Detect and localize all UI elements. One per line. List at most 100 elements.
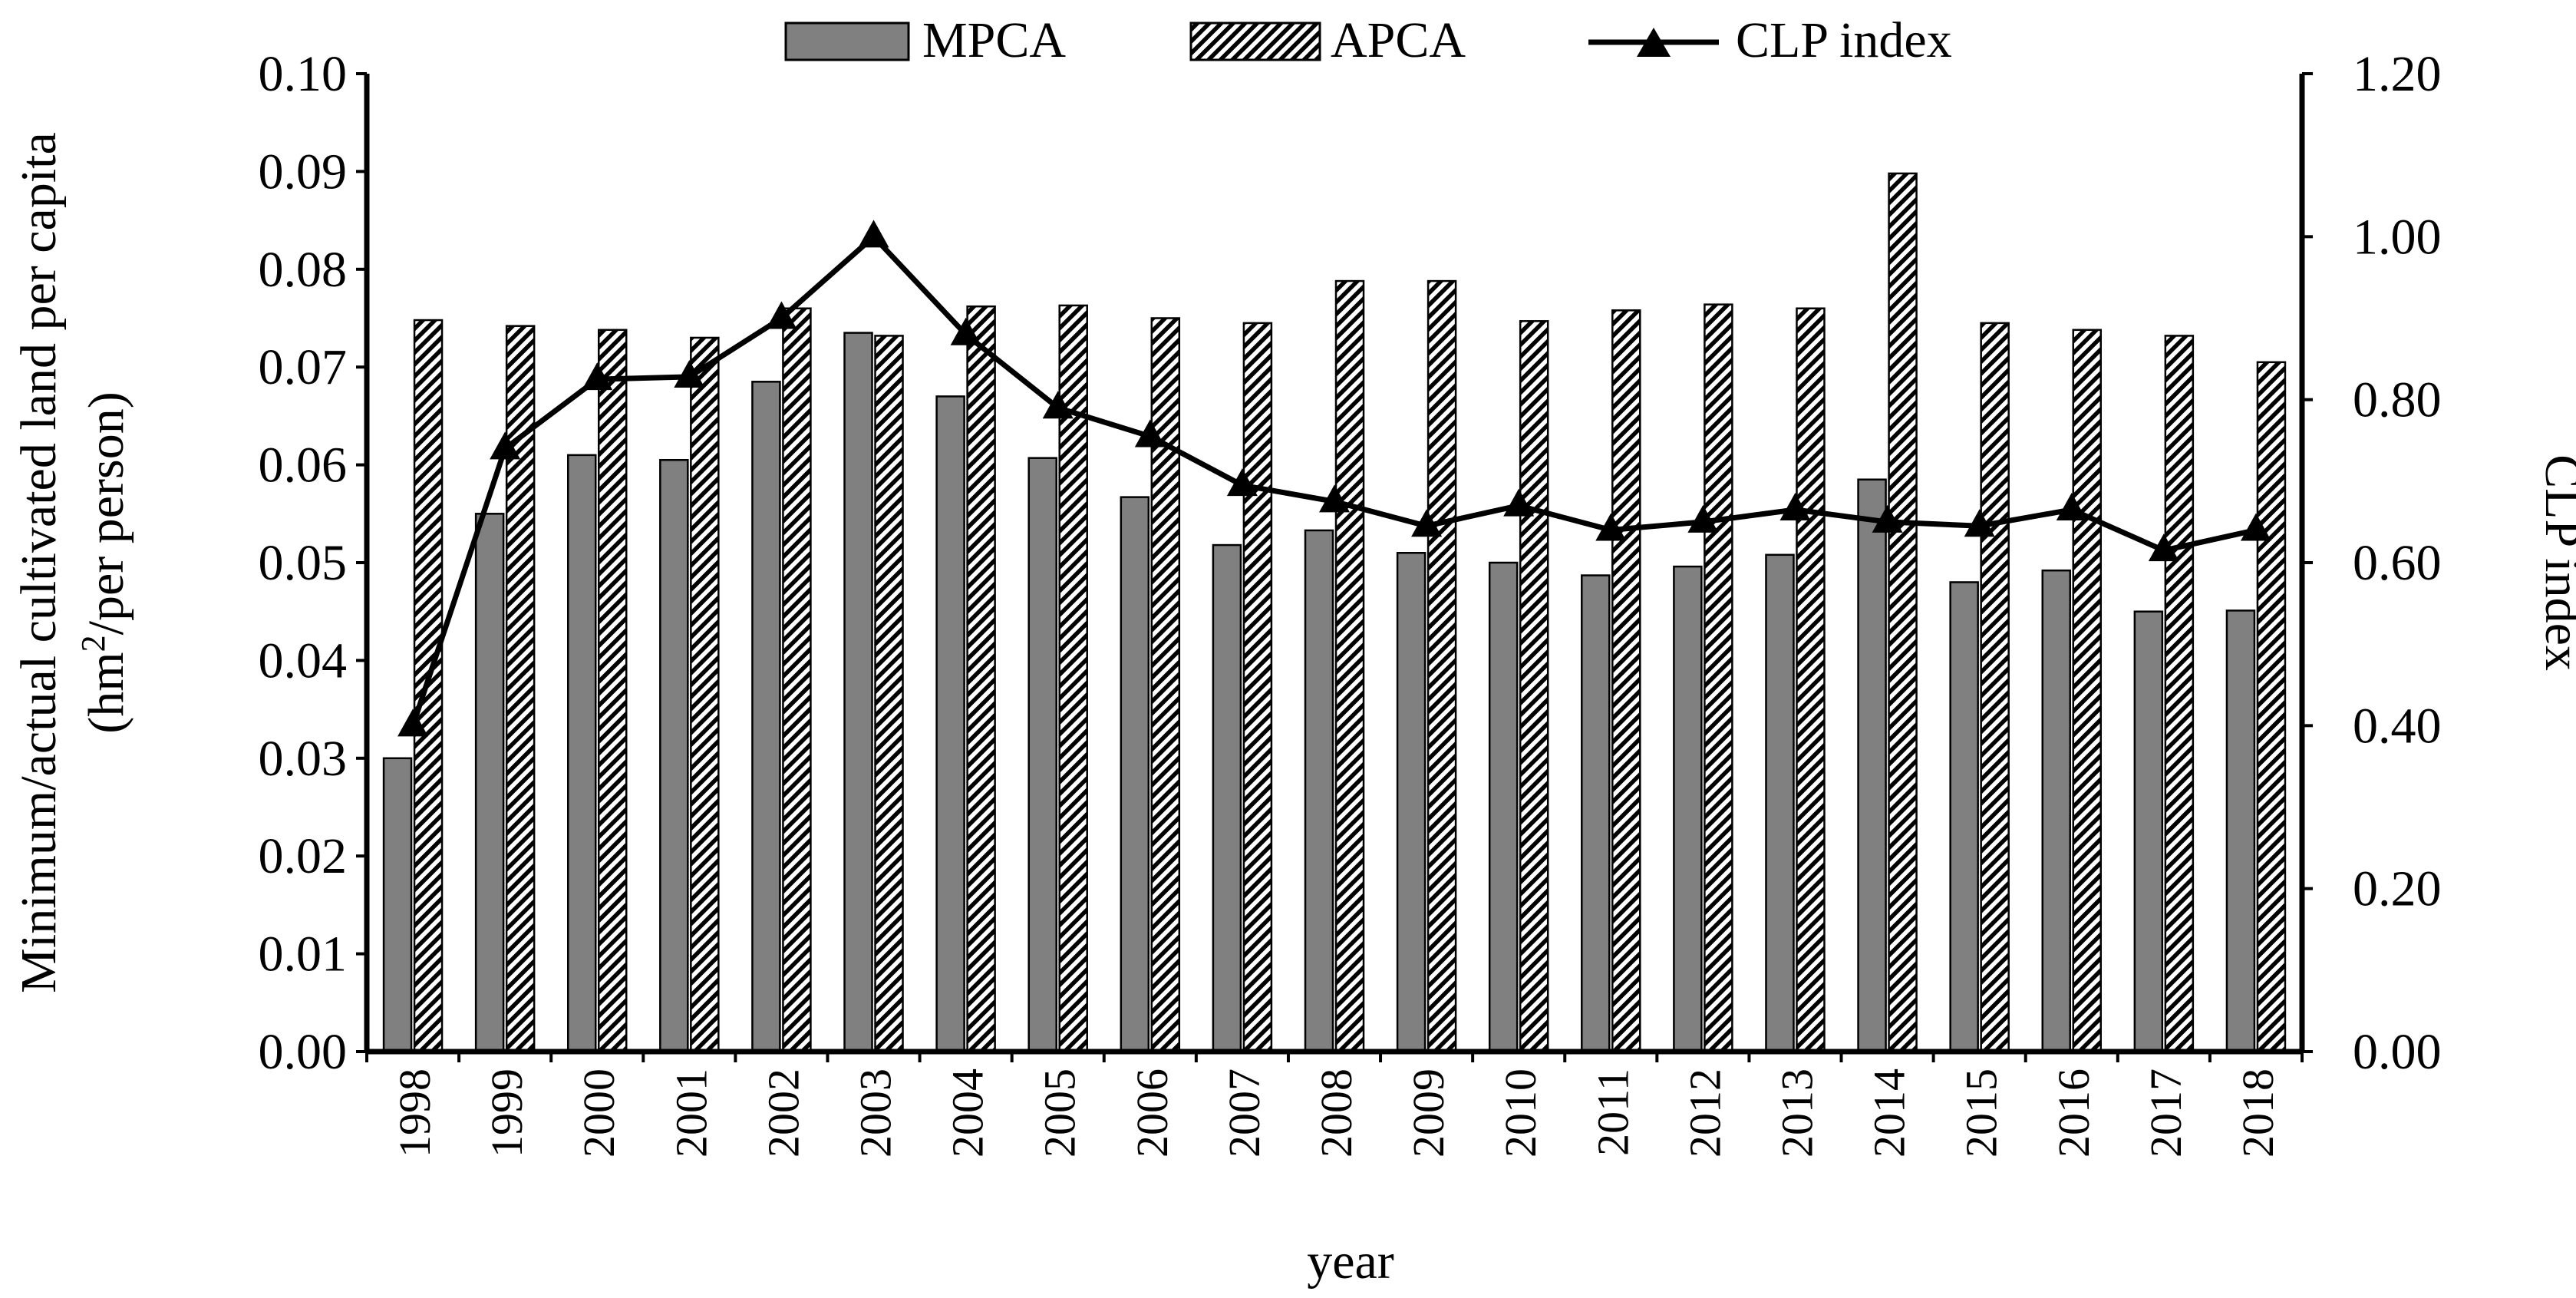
x-tick-label-2014: 2014 [1865,1068,1915,1158]
bar-mpca-2012 [1673,565,1703,1053]
y2-tick-label: 0.00 [2353,1024,2442,1080]
clp-point-2005 [1042,391,1074,419]
bar-mpca-2005 [1027,457,1057,1053]
bar-apca-2012 [1704,303,1733,1053]
y2-tick-label: 1.00 [2353,209,2442,265]
bar-mpca-2018 [2225,609,2256,1053]
y-tick-label: 0.03 [259,731,348,787]
bar-mpca-2007 [1212,543,1242,1053]
bar-apca-2013 [1796,307,1826,1053]
x-tick-label-1998: 1998 [390,1068,440,1158]
bar-mpca-2002 [751,381,781,1053]
bar-mpca-2004 [935,395,965,1053]
clp-point-1999 [490,431,521,460]
y2-tick-label: 0.40 [2353,698,2442,754]
bar-mpca-2011 [1581,574,1611,1053]
x-tick-label-2001: 2001 [666,1068,716,1158]
clp-point-2009 [1411,509,1443,537]
bar-apca-2007 [1242,322,1273,1053]
bar-apca-2011 [1611,309,1641,1053]
y-axis-title-line1: Minimum/actual cultivated land per capit… [11,132,67,993]
y-tick-label: 0.05 [259,535,348,591]
x-tick-label-2007: 2007 [1219,1068,1269,1158]
bar-apca-2015 [1980,322,2010,1053]
legend: MPCA APCA CLP index [784,12,1952,68]
legend-label-mpca: MPCA [922,12,1066,68]
x-tick-label-2004: 2004 [943,1068,993,1158]
y2-tick-label: 1.20 [2353,46,2442,102]
legend-swatch-mpca [784,21,910,61]
bar-mpca-2010 [1488,561,1519,1053]
x-tick-label-2015: 2015 [1957,1068,2007,1158]
bar-mpca-2000 [566,454,597,1053]
y-tick-label: 0.07 [259,339,348,395]
y-tick-label: 0.04 [259,632,348,689]
clp-point-1998 [397,708,429,737]
bar-apca-2004 [966,305,996,1053]
y-tick-label: 0.06 [259,438,348,494]
clp-point-2001 [674,359,705,388]
clp-line [410,233,2257,727]
bar-apca-2016 [2072,329,2103,1053]
y-tick-label: 0.02 [259,828,348,884]
clp-point-2002 [766,301,797,329]
bar-mpca-2017 [2133,610,2164,1053]
bar-apca-2000 [597,329,628,1053]
x-ticks: 1998 1999 2000 2001 2002 2003 2004 2005 2006 2007… [365,1052,2304,1158]
clp-point-2017 [2148,533,2179,562]
x-tick-label-2011: 2011 [1588,1068,1638,1156]
bar-mpca-2015 [1949,581,1979,1053]
bar-mpca-2001 [659,458,689,1053]
bar-apca-2005 [1058,304,1088,1053]
x-tick-label-2003: 2003 [851,1068,901,1158]
x-tick-label-2008: 2008 [1311,1068,1361,1158]
bar-mpca-2009 [1396,552,1427,1053]
legend-label-clp: CLP index [1736,12,1952,68]
bar-mpca-2006 [1120,496,1150,1053]
mpca-bars [382,332,2256,1053]
bar-apca-2006 [1150,317,1181,1053]
clp-point-2004 [950,317,981,345]
bar-mpca-2008 [1304,529,1334,1053]
clp-point-2016 [2056,492,2087,520]
apca-bars [413,172,2287,1053]
clp-point-2006 [1134,419,1166,448]
legend-swatch-apca [1189,21,1321,61]
clp-point-2008 [1319,484,1350,513]
clp-point-2003 [858,220,889,248]
bar-mpca-2013 [1765,553,1795,1053]
bar-apca-2010 [1519,320,1549,1053]
x-tick-label-2009: 2009 [1403,1068,1453,1158]
y-ticks-right: 0.00 0.20 0.40 0.60 0.80 1.00 1.20 [2302,46,2442,1080]
x-tick-label-2016: 2016 [2049,1068,2099,1158]
bar-mpca-2016 [2041,569,2072,1053]
x-tick-label-2013: 2013 [1772,1068,1822,1158]
x-tick-label-2018: 2018 [2233,1068,2283,1158]
clp-point-2015 [1964,509,1995,537]
clp-line-series [397,220,2271,737]
y2-tick-label: 0.20 [2353,861,2442,917]
y-tick-label: 0.00 [259,1024,348,1080]
bar-apca-2017 [2164,335,2195,1053]
y-tick-label: 0.10 [259,46,348,102]
x-tick-label-1999: 1999 [482,1068,532,1158]
clp-point-2007 [1226,468,1258,497]
x-tick-label-2006: 2006 [1127,1068,1177,1158]
y-axis-title-line2: (hm2/per person) [74,391,135,733]
bar-mpca-1998 [382,757,413,1053]
bar-apca-2002 [782,307,812,1053]
x-tick-label-2002: 2002 [758,1068,808,1158]
y2-tick-label: 0.80 [2353,372,2442,428]
clp-point-2014 [1872,504,1903,533]
bar-apca-2003 [874,335,904,1053]
bar-mpca-2003 [843,332,873,1053]
x-tick-label-2012: 2012 [1680,1068,1730,1158]
y-tick-label: 0.01 [259,926,348,983]
x-tick-label-2000: 2000 [574,1068,624,1158]
clp-point-2011 [1595,513,1627,541]
bar-mpca-1999 [474,513,505,1053]
axes [364,74,2305,1055]
clp-point-2012 [1687,504,1719,533]
bar-apca-2009 [1427,279,1457,1053]
legend-marker-clp [1637,28,1671,57]
